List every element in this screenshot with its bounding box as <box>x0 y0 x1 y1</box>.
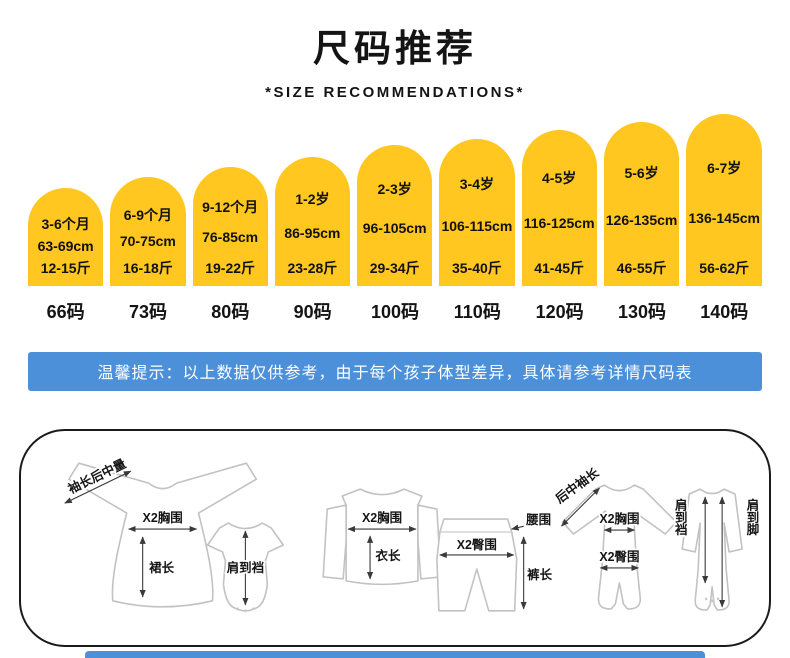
snap-dot <box>251 607 255 611</box>
measure-label-hip: X2臀围 <box>457 537 497 552</box>
measure-label-skirt-length: 裙长 <box>148 560 174 575</box>
waist-leader-arrow <box>510 524 525 531</box>
snap-dot <box>710 599 714 603</box>
weight-range: 41-45斤 <box>534 259 585 276</box>
size-code: 66码 <box>46 302 85 322</box>
size-code-row: 66码 73码 80码 90码 100码 110码 120码 130码 140码 <box>28 298 762 324</box>
size-code: 80码 <box>211 302 250 322</box>
size-arch-row: 3-6个月 63-69cm 12-15斤 6-9个月 70-75cm 16-18… <box>28 114 762 286</box>
size-arch: 1-2岁 86-95cm 23-28斤 <box>274 157 350 286</box>
measure-label-chest: X2胸围 <box>362 510 402 525</box>
weight-range: 29-34斤 <box>369 259 420 276</box>
height-range: 126-135cm <box>605 212 678 229</box>
age-range: 6-9个月 <box>123 207 172 223</box>
size-arch: 2-3岁 96-105cm 29-34斤 <box>357 145 433 286</box>
weight-range: 16-18斤 <box>122 259 173 276</box>
romper-illustration <box>561 484 678 610</box>
age-range: 1-2岁 <box>295 191 330 207</box>
measure-label-pants-length: 裤长 <box>527 567 552 582</box>
size-arch: 3-4岁 106-115cm 35-40斤 <box>439 139 515 286</box>
size-code: 130码 <box>617 302 666 322</box>
size-recommendation-page: 尺码推荐 *SIZE RECOMMENDATIONS* 3-6个月 63-69c… <box>19 28 771 658</box>
size-code: 90码 <box>293 302 332 322</box>
pants-illustration <box>436 518 518 612</box>
measurement-diagram: 袖长后中量 X2胸围 裙长 肩到裆 X2胸围 衣长 腰围 X2臀围 <box>64 454 761 613</box>
size-arch: 6-7岁 136-145cm 56-62斤 <box>686 114 762 286</box>
snap-dot <box>244 609 247 613</box>
weight-range: 19-22斤 <box>205 259 256 276</box>
height-range: 86-95cm <box>284 225 341 242</box>
measure-label-waist: 腰围 <box>525 512 551 527</box>
weight-range: 12-15斤 <box>40 259 91 276</box>
snap-dot <box>716 597 720 601</box>
height-range: 136-145cm <box>688 209 760 226</box>
age-range: 5-6岁 <box>624 165 659 181</box>
size-arch: 9-12个月 76-85cm 19-22斤 <box>192 167 268 286</box>
height-range: 96-105cm <box>362 220 427 237</box>
measurement-diagram-panel: 袖长后中量 X2胸围 裙长 肩到裆 X2胸围 衣长 腰围 X2臀围 <box>19 429 771 647</box>
height-range: 106-115cm <box>441 217 513 234</box>
height-range: 63-69cm <box>37 237 94 254</box>
measure-label-shoulder-to-crotch: 肩到裆 <box>227 560 265 575</box>
height-range: 70-75cm <box>119 233 176 250</box>
snap-dot <box>704 597 708 601</box>
size-arch: 3-6个月 63-69cm 12-15斤 <box>28 188 104 286</box>
shirt-illustration <box>341 488 423 586</box>
weight-range: 56-62斤 <box>699 259 750 276</box>
age-range: 6-7岁 <box>707 160 742 176</box>
measure-label-garment-length: 衣长 <box>376 548 401 563</box>
page-subtitle: *SIZE RECOMMENDATIONS* <box>265 84 525 101</box>
measure-label-shoulder-to-crotch: 肩到裆 <box>673 497 688 536</box>
size-code: 100码 <box>370 302 419 322</box>
size-arch: 4-5岁 116-125cm 41-45斤 <box>521 130 597 286</box>
measure-label-hip: X2臀围 <box>599 549 639 564</box>
weight-range: 35-40斤 <box>451 259 502 276</box>
age-range: 2-3岁 <box>377 181 412 197</box>
size-arch: 6-9个月 70-75cm 16-18斤 <box>110 177 186 286</box>
size-code: 73码 <box>128 302 167 322</box>
size-arch: 5-6岁 126-135cm 46-55斤 <box>603 122 680 286</box>
next-section-divider <box>85 651 705 658</box>
size-code: 110码 <box>453 302 501 322</box>
age-range: 3-4岁 <box>459 176 494 192</box>
height-range: 76-85cm <box>202 229 259 246</box>
age-range: 3-6个月 <box>41 216 90 232</box>
weight-range: 23-28斤 <box>287 259 338 276</box>
shirt-right-sleeve <box>417 504 442 580</box>
page-title: 尺码推荐 <box>313 28 477 69</box>
age-range: 9-12个月 <box>202 199 259 215</box>
notice-banner: 温馨提示：以上数据仅供参考，由于每个孩子体型差异，具体请参考详情尺码表 <box>28 352 762 391</box>
measure-label-chest: X2胸围 <box>599 511 639 526</box>
back-sleeve-arrow <box>561 487 600 527</box>
romper-illustration <box>681 488 743 611</box>
snap-dot <box>236 607 239 611</box>
measure-label-shoulder-to-foot: 肩到脚 <box>745 497 759 536</box>
age-range: 4-5岁 <box>542 170 577 186</box>
measure-label-chest: X2胸围 <box>143 510 183 525</box>
height-range: 116-125cm <box>523 214 595 231</box>
shirt-left-sleeve <box>322 504 347 580</box>
size-code: 120码 <box>535 302 584 322</box>
size-code: 140码 <box>700 302 749 322</box>
weight-range: 46-55斤 <box>616 259 667 276</box>
sleeve-measure-arrow <box>64 470 132 504</box>
